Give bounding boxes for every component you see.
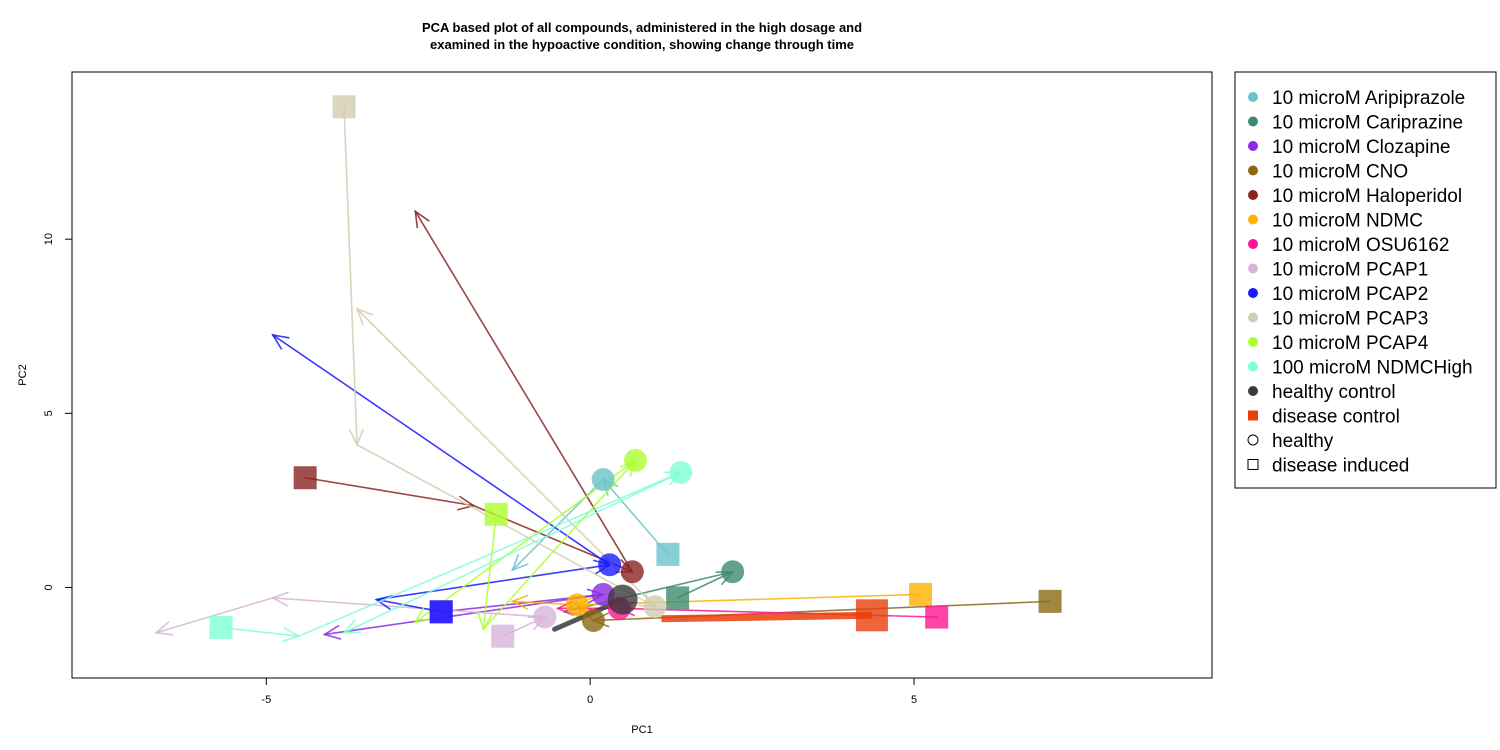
marker-disease-10-microm-osu6162 [925,605,949,629]
marker-disease-10-microm-haloperidol [293,466,317,490]
axes-layer: -5 0 5 0 5 10 [43,233,917,706]
y-axis-label: PC2 [17,364,29,385]
legend-swatch-10-microm-pcap3 [1248,312,1258,323]
legend-label-10-microm-pcap2: 10 microM PCAP2 [1272,284,1428,305]
trajectory-100-microm-ndmchigh [220,471,683,643]
legend-swatch-10-microm-cno [1248,165,1258,176]
legend-label-disease-control: disease control [1272,407,1400,428]
y-tick-label: 10 [43,233,55,245]
x-tick-label: 5 [911,694,917,706]
plot-layer [154,95,1062,648]
segment-10-microm-pcap3 [343,106,358,446]
trajectory-10-microm-clozapine [322,588,606,640]
marker-disease-disease-control [855,599,888,632]
legend-label-10-microm-pcap1: 10 microM PCAP1 [1272,260,1428,281]
segment-100-microm-ndmchigh [343,471,682,634]
marker-disease-10-microm-pcap3 [332,95,356,119]
segment-disease-control [661,611,873,623]
marker-disease-10-microm-pcap1 [491,624,515,648]
segment-10-microm-haloperidol [414,210,634,573]
marker-healthy-10-microm-pcap1 [533,605,557,629]
segment-10-microm-pcap1 [155,597,274,634]
marker-healthy-10-microm-cariprazine [721,560,745,584]
legend-shape-healthy [1247,434,1259,446]
legend-label-10-microm-haloperidol: 10 microM Haloperidol [1272,186,1462,207]
plot-frame [71,71,1213,679]
legend-shape-disease-induced [1247,459,1259,470]
legend-label-100-microm-ndmchigh: 100 microM NDMCHigh [1272,358,1473,379]
marker-disease-100-microm-ndmchigh [209,616,233,639]
legend-label-10-microm-pcap4: 10 microM PCAP4 [1272,333,1429,354]
legend-label-10-microm-osu6162: 10 microM OSU6162 [1272,235,1449,256]
legend-label-healthy-control: healthy control [1272,382,1396,403]
legend-label-disease-induced: disease induced [1272,456,1409,477]
arrowhead-10-microm-ndmc [510,594,529,610]
legend-label-10-microm-clozapine: 10 microM Clozapine [1272,137,1450,158]
trajectory-disease-control [661,611,873,623]
arrowhead-100-microm-ndmchigh [342,619,362,634]
legend-frame [1234,71,1497,489]
legend-swatch-healthy-control [1248,386,1258,396]
marker-disease-10-microm-aripiprazole [656,542,680,566]
marker-disease-10-microm-pcap2 [429,600,453,624]
legend-swatch-10-microm-pcap2 [1248,288,1258,298]
chart-title-line-1: PCA based plot of all compounds, adminis… [422,20,862,35]
legend-swatch-disease-control [1248,410,1258,421]
segment-100-microm-ndmchigh [297,471,682,638]
legend-swatch-10-microm-pcap1 [1248,263,1258,274]
arrowhead-10-microm-pcap4 [413,607,433,624]
segment-10-microm-pcap2 [375,564,611,601]
marker-healthy-10-microm-pcap2 [598,553,622,577]
segment-10-microm-aripiprazole [602,478,669,556]
legend-swatch-10-microm-clozapine [1248,141,1258,151]
trajectory-10-microm-pcap2 [271,333,612,613]
marker-healthy-10-microm-pcap4 [624,448,648,472]
legend: 10 microM Aripiprazole 10 microM Caripraz… [1234,71,1497,489]
segment-10-microm-pcap4 [482,513,498,631]
arrowhead-10-microm-pcap1 [154,621,174,636]
legend-label-10-microm-pcap3: 10 microM PCAP3 [1272,309,1428,330]
legend-label-10-microm-cno: 10 microM CNO [1272,162,1408,183]
arrowhead-10-microm-pcap3 [355,307,374,325]
chart-title-line-2: examined in the hypoactive condition, sh… [430,37,854,52]
arrowhead-10-microm-aripiprazole [511,553,529,572]
arrowhead-10-microm-haloperidol [414,209,430,229]
legend-label-10-microm-ndmc: 10 microM NDMC [1272,211,1423,232]
legend-swatch-10-microm-cariprazine [1248,116,1258,127]
marker-disease-10-microm-cno [1038,589,1062,613]
arrowhead-10-microm-pcap2 [271,333,290,350]
legend-swatch-100-microm-ndmchigh [1248,361,1258,372]
segment-10-microm-haloperidol [304,476,475,507]
legend-items: 10 microM Aripiprazole 10 microM Caripraz… [1247,88,1473,477]
legend-swatch-10-microm-aripiprazole [1248,92,1258,102]
marker-healthy-10-microm-haloperidol [620,560,644,584]
legend-label-healthy: healthy [1272,431,1334,452]
x-tick-label: 0 [587,694,593,706]
segment-10-microm-pcap1 [271,597,546,618]
segment-10-microm-clozapine [323,593,604,636]
marker-healthy-10-microm-cno [581,609,605,633]
legend-swatch-10-microm-ndmc [1248,214,1258,225]
segment-100-microm-ndmchigh [220,626,300,638]
arrowhead-10-microm-clozapine [322,624,342,640]
legend-label-10-microm-cariprazine: 10 microM Cariprazine [1272,113,1463,134]
marker-disease-10-microm-pcap4 [484,502,508,526]
legend-label-10-microm-aripiprazole: 10 microM Aripiprazole [1272,88,1465,109]
y-tick-label: 5 [43,410,55,416]
marker-healthy-10-microm-pcap3 [643,595,667,619]
legend-swatch-10-microm-pcap4 [1248,337,1258,347]
legend-swatch-10-microm-haloperidol [1248,190,1258,200]
legend-swatch-10-microm-osu6162 [1248,239,1258,249]
marker-healthy-10-microm-ndmc [565,593,589,617]
marker-healthy-10-microm-aripiprazole [591,467,615,491]
plot-area [154,95,1062,648]
x-axis-label: PC1 [631,724,652,736]
marker-disease-10-microm-ndmc [909,582,933,606]
marker-healthy-100-microm-ndmchigh [669,461,693,485]
x-tick-label: -5 [261,694,271,706]
marker-healthy-healthy-control [607,584,638,615]
y-tick-label: 0 [43,584,55,590]
marker-disease-10-microm-cariprazine [666,586,690,610]
